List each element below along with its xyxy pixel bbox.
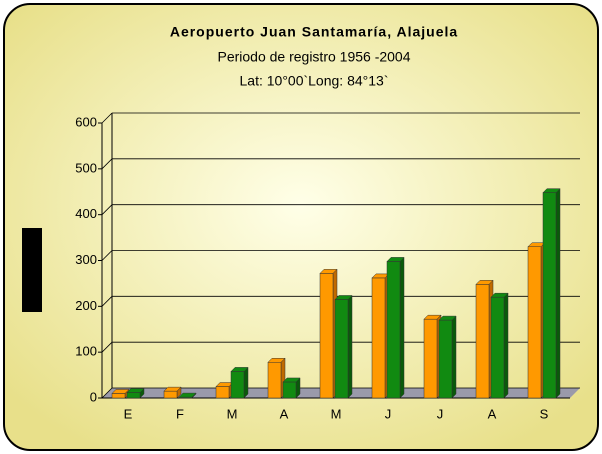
bar-side (451, 315, 457, 399)
grid-line (101, 387, 113, 399)
y-tick-label: 0 (90, 389, 97, 404)
bar (215, 386, 230, 399)
y-tick-label: 100 (75, 344, 97, 359)
bar (334, 299, 349, 399)
x-tick-label: F (176, 406, 184, 421)
bar (542, 192, 557, 399)
bar-cap (386, 257, 405, 262)
chart-background (3, 3, 599, 451)
bar (230, 371, 245, 399)
x-tick-label: M (227, 406, 238, 421)
grid-line (101, 112, 113, 124)
bar-cap (178, 392, 197, 398)
bar-cap (334, 295, 353, 300)
bar (490, 296, 505, 399)
bar-cap (111, 389, 130, 394)
bar-cap (126, 388, 145, 393)
bar-side (347, 294, 353, 399)
x-tick-label: J (437, 406, 444, 421)
bar-side (503, 292, 509, 399)
chart-title: Aeropuerto Juan Santamaría, Alajuela (170, 24, 458, 40)
x-tick-label: J (385, 406, 392, 421)
y-tick-label: 600 (75, 114, 97, 129)
grid-line (101, 250, 113, 261)
bar (126, 392, 141, 399)
chart-subtitle: Periodo de registro 1956 -2004 (217, 49, 410, 65)
y-tick-label: 400 (75, 206, 97, 221)
bar (111, 393, 126, 399)
bar-side (243, 366, 249, 399)
bar (438, 319, 453, 399)
bar (319, 273, 334, 399)
bar-cap (267, 358, 286, 363)
x-tick-label: S (540, 406, 549, 421)
chart-subtitle: Lat: 10°00`Long: 84°13` (240, 73, 389, 89)
y-tick-label: 300 (75, 252, 97, 267)
bar (371, 277, 386, 399)
bar-cap (438, 315, 457, 321)
bar-side (399, 256, 405, 399)
grid-line (101, 158, 113, 170)
bar-cap (475, 280, 494, 285)
bar-cap (423, 314, 442, 320)
y-tick-label: 200 (75, 298, 97, 313)
bar (423, 318, 438, 399)
bar-cap (230, 367, 249, 372)
y-tick-label: 500 (75, 160, 97, 175)
x-tick-label: A (488, 406, 497, 421)
bar-cap (282, 377, 301, 383)
bar (386, 261, 401, 399)
bar (475, 284, 490, 399)
bar-cap (490, 292, 509, 298)
x-tick-label: M (331, 406, 342, 421)
grid-line (101, 204, 113, 215)
bar (163, 390, 178, 399)
x-tick-label: A (280, 406, 289, 421)
bar (282, 381, 297, 399)
bar-side (555, 188, 561, 399)
legend-cover (22, 228, 42, 312)
bar-cap (163, 386, 182, 392)
bar-cap (542, 188, 561, 193)
grid-line (101, 341, 113, 353)
bar (267, 362, 282, 399)
bar-cap (319, 269, 338, 274)
x-tick-label: E (124, 406, 133, 421)
bar (527, 246, 542, 399)
grid-line (101, 296, 113, 307)
